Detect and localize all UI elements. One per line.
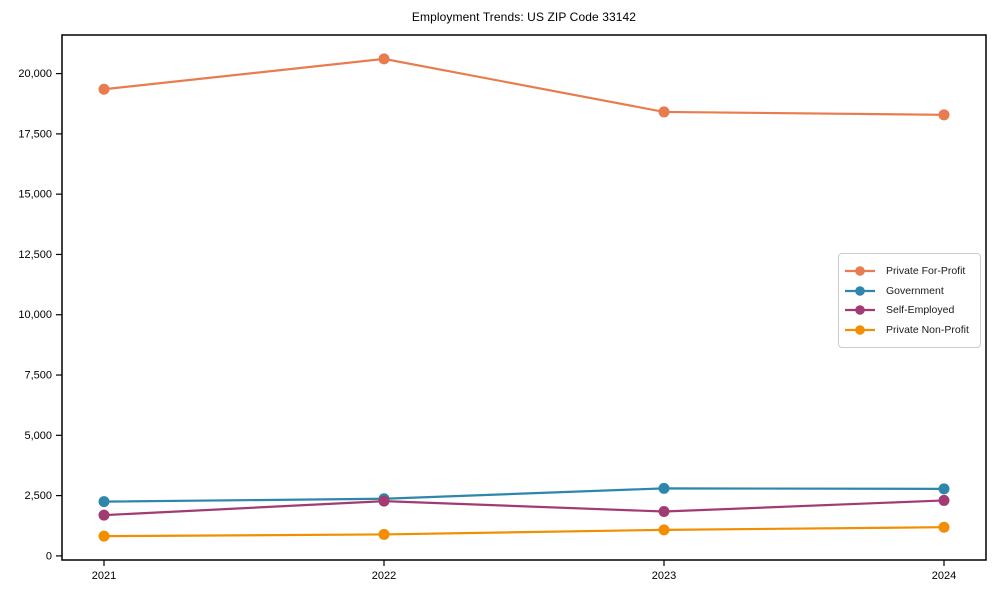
- y-axis-tick-label: 2,500: [24, 490, 52, 502]
- data-point-private-for-profit-2023: [658, 106, 670, 118]
- data-point-government-2024: [938, 483, 950, 495]
- legend-line-marker-icon: [845, 325, 875, 335]
- legend-line-marker-icon: [845, 305, 875, 316]
- y-axis-tick-label: 15,000: [18, 189, 52, 201]
- x-axis-tick-label: 2023: [652, 570, 676, 582]
- y-axis-tick-label: 20,000: [18, 68, 52, 80]
- data-point-private-for-profit-2022: [378, 53, 390, 65]
- data-point-private-non-profit-2023: [658, 524, 670, 536]
- data-point-self-employed-2022: [378, 495, 390, 507]
- x-axis-tick-label: 2022: [372, 570, 396, 582]
- legend-label-self-employed: Self-Employed: [886, 304, 955, 317]
- chart-title: Employment Trends: US ZIP Code 33142: [411, 10, 637, 24]
- y-axis-tick-label: 0: [46, 550, 52, 562]
- x-axis-tick-label: 2021: [92, 570, 116, 582]
- legend-row: Self-Employed: [845, 301, 972, 319]
- data-point-self-employed-2023: [658, 506, 670, 518]
- data-point-private-for-profit-2021: [98, 83, 110, 95]
- data-point-government-2023: [658, 482, 670, 494]
- legend-label-private-non-profit: Private Non-Profit: [886, 323, 969, 336]
- legend-line-marker-icon: [845, 285, 875, 296]
- x-axis-tick-label: 2024: [932, 570, 956, 582]
- series-line-private-for-profit: [103, 57, 945, 116]
- data-point-private-non-profit-2022: [378, 528, 390, 540]
- data-point-self-employed-2021: [98, 509, 110, 521]
- legend-row: Private For-Profit: [845, 262, 972, 280]
- data-point-private-non-profit-2024: [938, 521, 950, 533]
- legend-label-government: Government: [886, 284, 944, 297]
- legend-row: Private Non-Profit: [845, 321, 972, 339]
- data-point-government-2021: [98, 496, 110, 508]
- legend-label-private-for-profit: Private For-Profit: [886, 265, 966, 277]
- plot-border: [61, 34, 987, 561]
- chart-legend: Private For-Profit Government Self-Emplo…: [838, 253, 981, 348]
- data-point-private-non-profit-2021: [98, 530, 110, 542]
- series-line-private-non-profit: [103, 526, 945, 538]
- y-axis-tick-label: 7,500: [24, 370, 52, 382]
- legend-row: Government: [845, 282, 972, 300]
- legend-line-marker-icon: [845, 266, 875, 276]
- data-point-private-for-profit-2024: [938, 109, 950, 121]
- y-axis-tick-label: 10,000: [18, 309, 52, 321]
- series-line-self-employed: [103, 499, 945, 517]
- y-axis-tick-label: 5,000: [24, 430, 52, 442]
- series-line-government: [103, 487, 945, 503]
- y-axis-tick-label: 17,500: [18, 128, 52, 140]
- y-axis-tick-label: 12,500: [18, 249, 52, 261]
- data-point-self-employed-2024: [938, 494, 950, 506]
